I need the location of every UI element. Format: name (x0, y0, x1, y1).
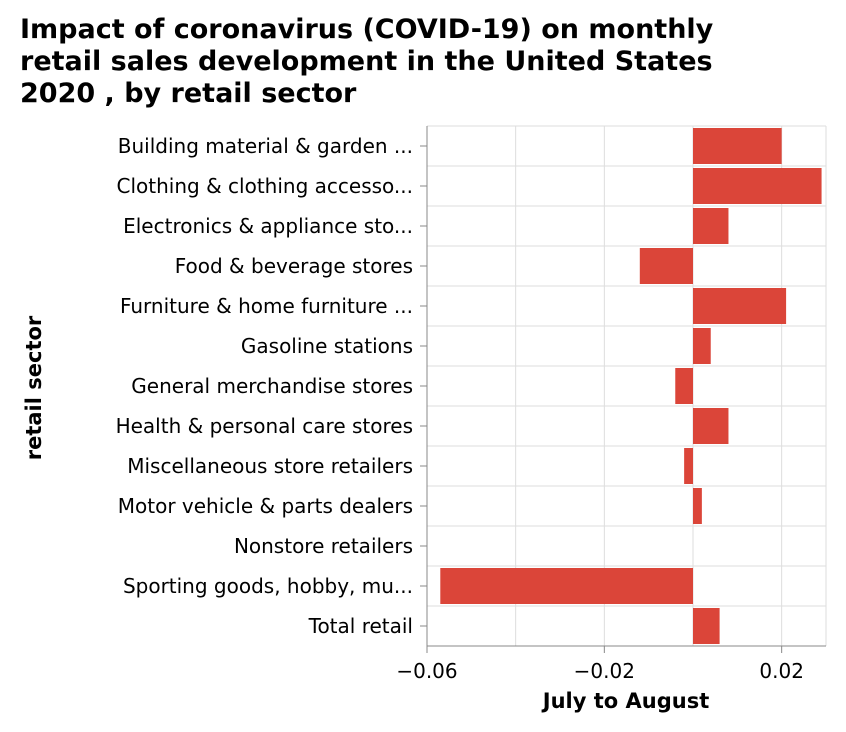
bars (440, 128, 822, 644)
y-tick-label: Gasoline stations (241, 334, 413, 358)
bar (440, 568, 693, 604)
y-tick-label: Building material & garden ... (118, 134, 413, 158)
y-tick-label: Miscellaneous store retailers (127, 454, 413, 478)
bar (684, 448, 693, 484)
y-tick-label: Electronics & appliance sto... (123, 214, 413, 238)
bar (693, 488, 702, 524)
y-axis: Building material & garden ... Clothing &… (116, 126, 428, 646)
x-tick-label: 0.02 (759, 659, 804, 683)
bar (675, 368, 693, 404)
bar (693, 208, 729, 244)
chart-title-line-2: retail sales development in the United S… (20, 46, 713, 77)
x-tick-label: −0.02 (574, 659, 635, 683)
chart-title: Impact of coronavirus (COVID-19) on mont… (20, 14, 820, 110)
y-tick-label: Furniture & home furniture ... (120, 294, 413, 318)
bar (639, 248, 693, 284)
x-axis: −0.06 −0.02 0.02 (396, 645, 826, 683)
y-tick-label: Food & beverage stores (175, 254, 413, 278)
y-tick-label: Health & personal care stores (116, 414, 413, 438)
y-tick-label: Motor vehicle & parts dealers (118, 494, 413, 518)
y-tick-label: Nonstore retailers (234, 534, 413, 558)
x-tick-label: −0.06 (396, 659, 457, 683)
bar (693, 288, 787, 324)
y-tick-label: Clothing & clothing accesso... (117, 174, 413, 198)
bar (693, 328, 711, 364)
x-axis-label: July to August (541, 689, 709, 713)
y-tick-label: General merchandise stores (131, 374, 413, 398)
bar (693, 408, 729, 444)
bar (693, 608, 720, 644)
bar (693, 168, 822, 204)
y-tick-label: Sporting goods, hobby, mu... (123, 574, 413, 598)
chart-title-line-3: 2020 , by retail sector (20, 78, 357, 109)
chart-title-line-1: Impact of coronavirus (COVID-19) on mont… (20, 14, 714, 45)
bar (693, 128, 782, 164)
y-axis-label: retail sector (22, 315, 46, 460)
y-tick-label: Total retail (308, 614, 413, 638)
